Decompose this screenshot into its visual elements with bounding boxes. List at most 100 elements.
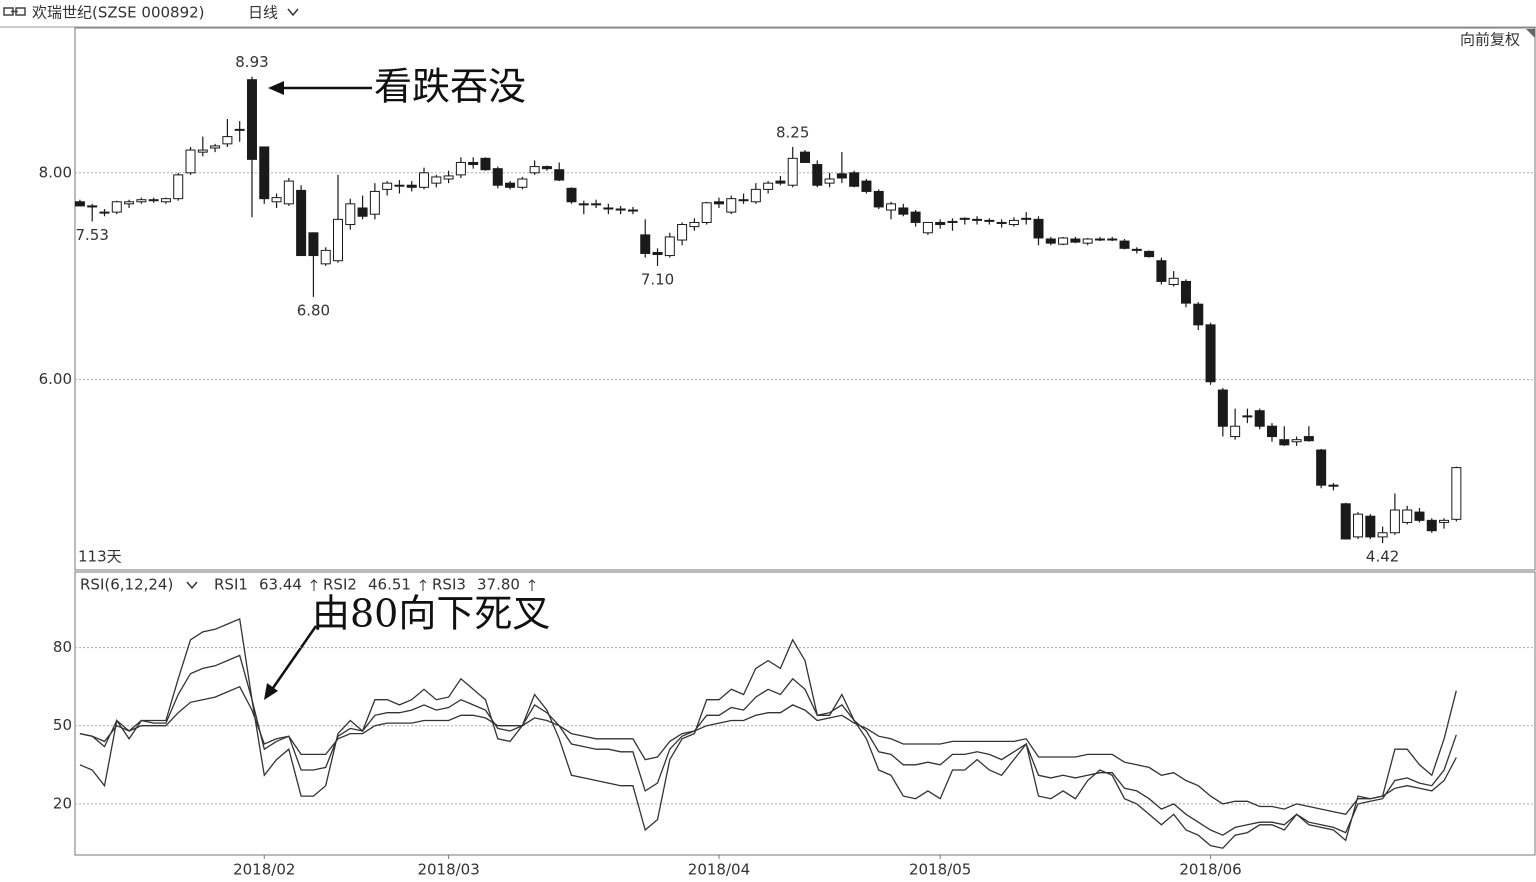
candle-body: [529, 166, 540, 174]
candle-body: [935, 221, 946, 226]
candle-body: [1058, 237, 1069, 245]
candle-body: [787, 157, 798, 186]
candle-body: [271, 197, 282, 203]
candle-body: [541, 166, 552, 170]
candle-body: [775, 180, 786, 184]
y-tick-label: 20: [53, 794, 72, 812]
candle-body: [431, 176, 442, 184]
candle-body: [74, 201, 85, 207]
extreme-label: 8.93: [235, 53, 268, 71]
extreme-label: 6.80: [297, 301, 330, 319]
candle-body: [283, 180, 294, 205]
legend-value: 63.44: [259, 576, 302, 594]
candle-body: [492, 168, 503, 186]
candle-body: [505, 182, 516, 188]
candle-body: [357, 207, 368, 217]
candle-body: [308, 232, 319, 257]
candle-body: [1119, 240, 1130, 249]
indicator-title[interactable]: RSI(6,12,24): [80, 576, 173, 594]
candle-body: [812, 164, 823, 186]
y-tick-label: 6.00: [39, 370, 72, 388]
candle-body: [382, 182, 393, 190]
candle-body: [1131, 248, 1142, 251]
candle-body: [591, 203, 602, 206]
candle-body: [443, 175, 454, 180]
candle-body: [1328, 484, 1339, 487]
candle-body: [124, 201, 135, 205]
candle-body: [197, 149, 208, 153]
candle-body: [713, 201, 724, 205]
candle-body: [234, 128, 245, 131]
header-icon: [3, 7, 26, 16]
rsi-line: [79, 654, 1457, 836]
candle-body: [603, 207, 614, 210]
candle-body: [1230, 425, 1241, 438]
annotation-arrow: [271, 625, 318, 689]
dropdown-chevron[interactable]: [186, 581, 198, 590]
candle-body: [861, 180, 872, 192]
candle-body: [689, 221, 700, 228]
x-tick-label: 2018/04: [688, 861, 750, 879]
candle-body: [1008, 219, 1019, 226]
candle-body: [566, 187, 577, 203]
candle-body: [1070, 238, 1081, 243]
legend-name: RSI3: [432, 576, 466, 594]
candle-body: [726, 198, 737, 213]
legend-name: RSI1: [214, 576, 248, 594]
extreme-label: 8.25: [776, 123, 809, 141]
legend-value: 46.51: [368, 576, 411, 594]
corner-mark: [1526, 29, 1535, 38]
candle-body: [664, 236, 675, 257]
candle-body: [87, 205, 98, 208]
candle-body: [1451, 467, 1462, 520]
candle-body: [984, 219, 995, 222]
candle-body: [210, 145, 221, 149]
candle-body: [1144, 250, 1155, 258]
y-tick-label: 50: [53, 716, 72, 734]
candle-body: [480, 157, 491, 171]
candle-body: [886, 203, 897, 211]
candle-body: [1303, 436, 1314, 442]
candle-body: [1156, 260, 1167, 282]
candle-body: [1414, 511, 1425, 521]
candle-body: [554, 169, 565, 181]
candle-body: [1021, 217, 1032, 220]
candle-body: [148, 199, 159, 202]
candle-body: [406, 184, 417, 188]
candle-body: [1267, 425, 1278, 438]
period-selector[interactable]: 日线: [248, 4, 278, 22]
candle-body: [369, 190, 380, 215]
candle-body: [1205, 324, 1216, 383]
candle-body: [173, 174, 184, 200]
candle-body: [738, 199, 749, 202]
candle-body: [222, 136, 233, 145]
candle-body: [1389, 509, 1400, 534]
dropdown-chevron[interactable]: [287, 8, 299, 17]
candle-body: [652, 251, 663, 256]
candle-body: [1254, 410, 1265, 427]
candle-body: [1402, 509, 1413, 523]
x-tick-label: 2018/03: [417, 861, 479, 879]
rsi-line: [79, 617, 1457, 849]
candle-body: [800, 151, 810, 163]
candle-body: [1439, 519, 1450, 523]
x-tick-label: 2018/02: [233, 861, 295, 879]
candle-body: [947, 220, 958, 223]
candle-body: [1377, 532, 1388, 538]
candle-body: [246, 79, 257, 160]
candle-body: [1279, 439, 1290, 446]
candle-body: [750, 188, 761, 203]
annotation: 由80向下死叉: [312, 592, 550, 636]
legend-name: RSI2: [323, 576, 357, 594]
x-tick-label: 2018/05: [909, 861, 971, 879]
symbol-title: 欢瑞世纪(SZSE 000892): [32, 4, 205, 22]
candle-body: [1217, 389, 1228, 427]
candle-body: [972, 218, 983, 221]
y-tick-label: 80: [53, 638, 72, 656]
candle-body: [1094, 238, 1105, 241]
adjust-mode[interactable]: 向前复权: [1460, 31, 1520, 49]
candle-body: [627, 209, 638, 212]
candle-body: [996, 221, 1007, 224]
candle-body: [578, 203, 589, 206]
